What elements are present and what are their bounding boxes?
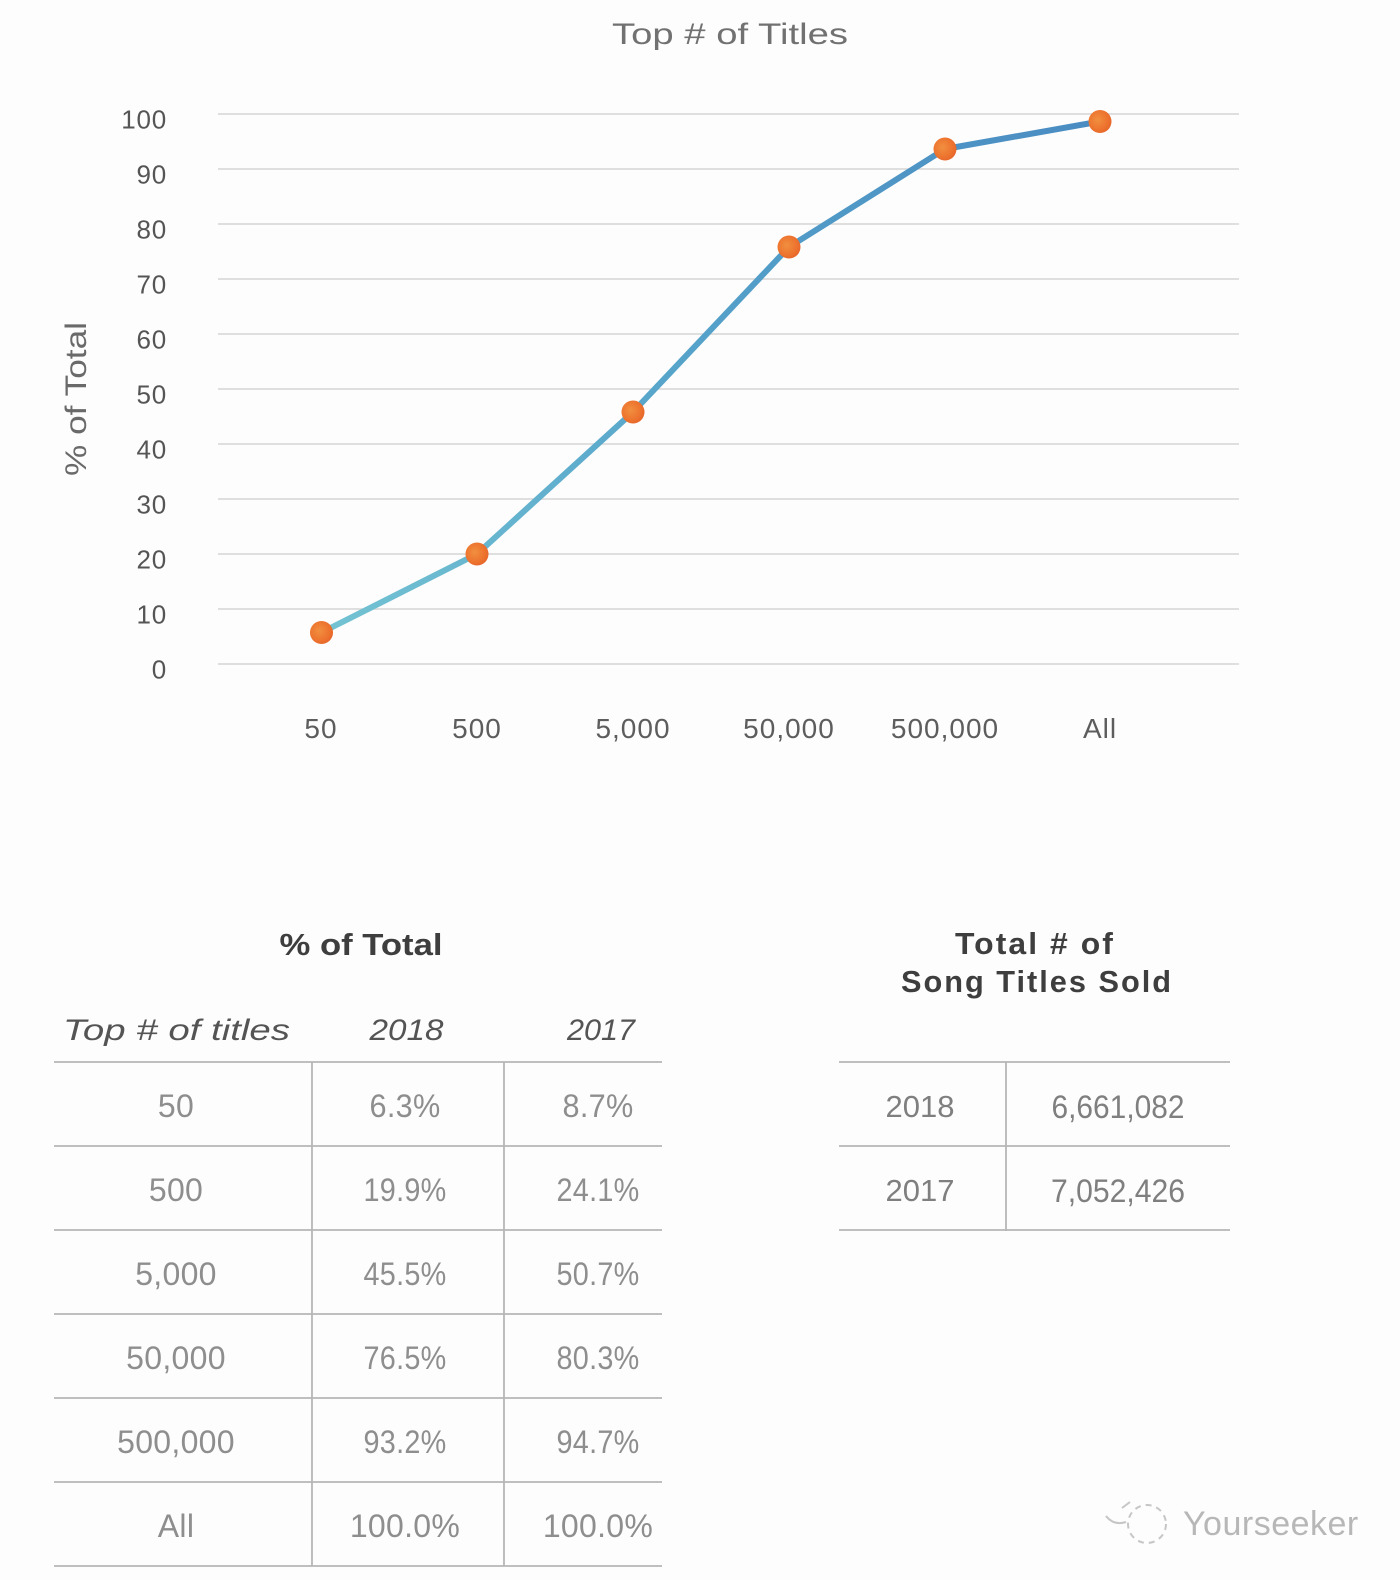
svg-text:19.9%: 19.9% [364,1172,447,1208]
svg-text:10: 10 [136,600,167,630]
svg-text:100.0%: 100.0% [350,1508,460,1544]
svg-text:Total # of: Total # of [955,926,1115,961]
svg-text:100: 100 [121,105,167,135]
svg-text:% of Total: % of Total [280,927,443,962]
svg-text:50: 50 [304,713,337,744]
svg-text:50,000: 50,000 [126,1340,226,1376]
svg-text:50: 50 [136,380,167,410]
svg-text:Yourseeker: Yourseeker [1183,1505,1359,1543]
svg-text:100.0%: 100.0% [543,1508,653,1544]
svg-text:93.2%: 93.2% [364,1424,447,1460]
svg-text:All: All [1083,713,1117,744]
svg-text:7,052,426: 7,052,426 [1051,1173,1185,1209]
svg-text:45.5%: 45.5% [364,1256,447,1292]
svg-text:500: 500 [149,1172,203,1208]
svg-text:500: 500 [452,713,502,744]
svg-text:80.3%: 80.3% [557,1340,640,1376]
svg-text:5,000: 5,000 [595,713,670,744]
svg-text:80: 80 [136,215,167,245]
svg-text:40: 40 [136,435,167,465]
svg-text:All: All [158,1508,194,1544]
svg-text:94.7%: 94.7% [557,1424,640,1460]
svg-text:6,661,082: 6,661,082 [1052,1089,1185,1125]
svg-text:50: 50 [158,1088,194,1124]
svg-text:2017: 2017 [886,1173,955,1208]
svg-text:20: 20 [136,545,167,575]
svg-text:2018: 2018 [886,1089,955,1124]
svg-text:90: 90 [136,160,167,190]
svg-text:Song Titles Sold: Song Titles Sold [901,964,1173,999]
svg-text:70: 70 [136,270,167,300]
svg-text:Top # of Titles: Top # of Titles [612,18,848,51]
svg-text:5,000: 5,000 [135,1256,217,1292]
svg-text:0: 0 [152,655,167,685]
svg-text:6.3%: 6.3% [370,1088,441,1124]
svg-text:30: 30 [136,490,167,520]
svg-text:2017: 2017 [566,1014,636,1047]
svg-text:24.1%: 24.1% [557,1172,640,1208]
svg-text:2018: 2018 [368,1014,443,1047]
svg-text:Top # of titles: Top # of titles [63,1014,290,1047]
svg-text:8.7%: 8.7% [563,1088,634,1124]
svg-text:50,000: 50,000 [743,713,835,744]
svg-text:60: 60 [136,325,167,355]
svg-text:76.5%: 76.5% [364,1340,447,1376]
svg-text:500,000: 500,000 [117,1424,235,1460]
svg-text:% of Total: % of Total [60,322,93,476]
svg-text:500,000: 500,000 [891,713,999,744]
svg-text:50.7%: 50.7% [557,1256,640,1292]
